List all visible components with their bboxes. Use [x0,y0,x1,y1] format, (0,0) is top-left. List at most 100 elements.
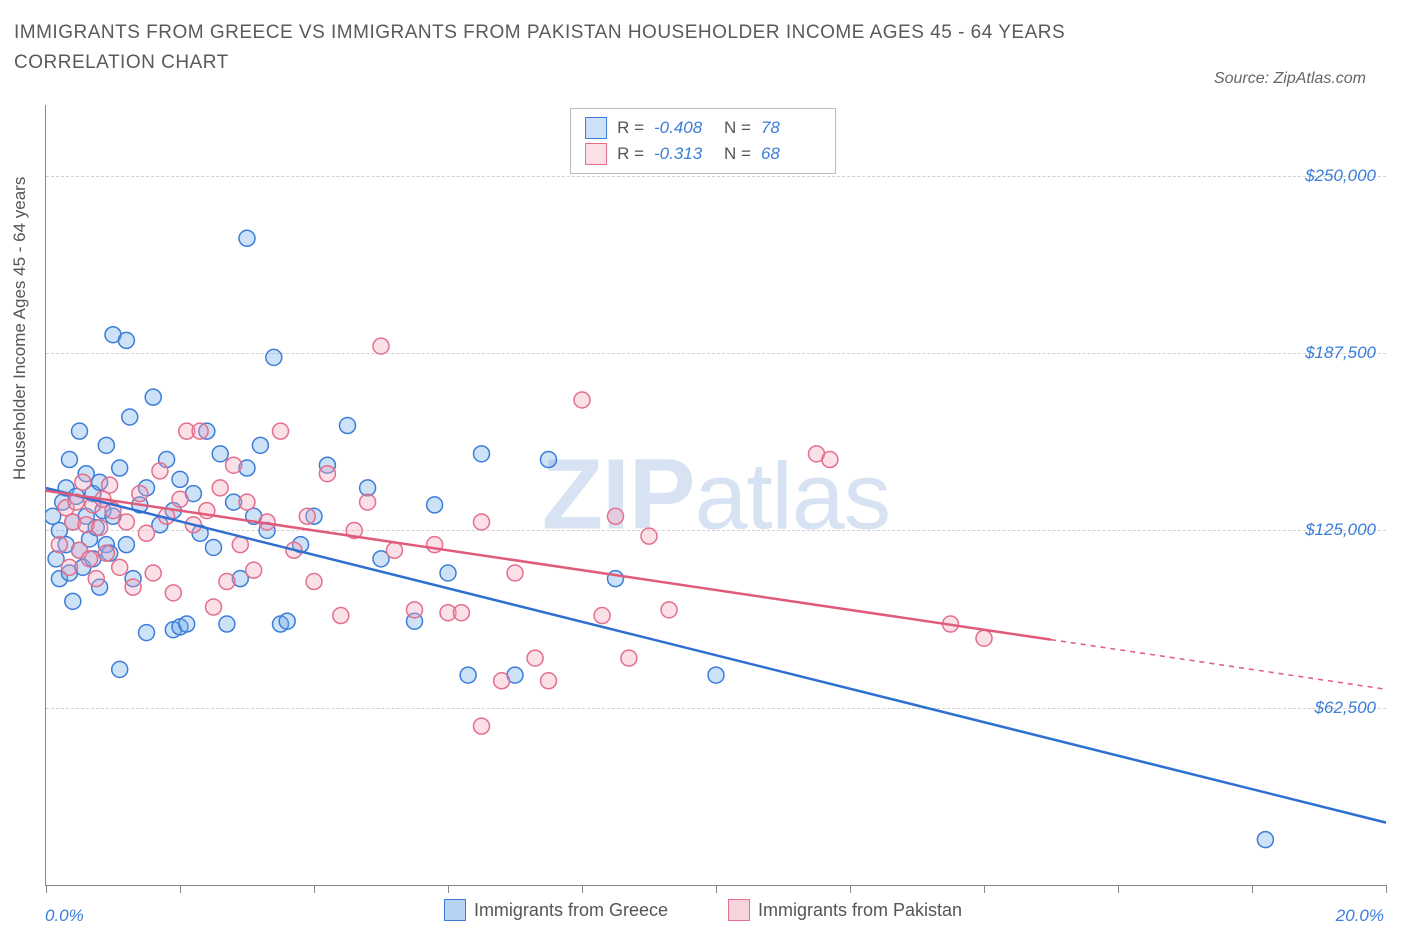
data-point [82,551,98,567]
data-point [246,562,262,578]
legend-label: Immigrants from Greece [474,900,668,921]
data-point [112,661,128,677]
data-point [98,545,114,561]
legend-label: Immigrants from Pakistan [758,900,962,921]
x-tick [1252,885,1253,893]
n-value: 68 [761,144,821,164]
data-point [122,409,138,425]
data-point [306,574,322,590]
data-point [61,452,77,468]
data-point [125,579,141,595]
data-point [319,466,335,482]
data-point [340,418,356,434]
r-label: R = [617,144,644,164]
source-attribution: Source: ZipAtlas.com [1214,70,1366,88]
data-point [273,423,289,439]
data-point [474,446,490,462]
data-point [1257,832,1273,848]
data-point [139,625,155,641]
data-point [192,423,208,439]
data-point [661,602,677,618]
data-point [212,446,228,462]
data-point [65,593,81,609]
data-point [266,349,282,365]
legend-stat-row: R = -0.408 N = 78 [585,115,821,141]
data-point [373,338,389,354]
data-point [239,230,255,246]
data-point [386,542,402,558]
data-point [172,471,188,487]
r-label: R = [617,118,644,138]
data-point [92,520,108,536]
data-point [88,571,104,587]
data-point [594,608,610,624]
legend-swatch [444,899,466,921]
data-point [474,718,490,734]
x-tick [1386,885,1387,893]
legend-stats-box: R = -0.408 N = 78 R = -0.313 N = 68 [570,108,836,174]
x-tick [716,885,717,893]
data-point [212,480,228,496]
data-point [206,539,222,555]
data-point [98,437,114,453]
data-point [541,452,557,468]
data-point [252,437,268,453]
data-point [179,616,195,632]
data-point [541,673,557,689]
data-point [239,494,255,510]
data-point [112,460,128,476]
chart-title: IMMIGRANTS FROM GREECE VS IMMIGRANTS FRO… [14,18,1206,79]
data-point [507,565,523,581]
data-point [226,457,242,473]
data-point [474,514,490,530]
data-point [145,565,161,581]
data-point [102,477,118,493]
n-label: N = [724,118,751,138]
r-value: -0.313 [654,144,714,164]
legend-item: Immigrants from Pakistan [728,899,962,921]
n-label: N = [724,144,751,164]
data-point [51,537,67,553]
data-point [440,565,456,581]
r-value: -0.408 [654,118,714,138]
data-point [206,599,222,615]
data-point [708,667,724,683]
legend-swatch [585,117,607,139]
legend-swatch [728,899,750,921]
data-point [621,650,637,666]
legend-bottom: Immigrants from Greece Immigrants from Pa… [0,899,1406,926]
data-point [219,574,235,590]
data-point [139,525,155,541]
data-point [145,389,161,405]
data-point [118,332,134,348]
data-point [574,392,590,408]
data-point [460,667,476,683]
legend-swatch [585,143,607,165]
data-point [299,508,315,524]
x-tick [984,885,985,893]
data-point [165,585,181,601]
data-point [453,605,469,621]
data-point [976,630,992,646]
trend-line [46,488,1386,823]
data-point [360,494,376,510]
n-value: 78 [761,118,821,138]
data-point [132,486,148,502]
data-point [333,608,349,624]
data-point [527,650,543,666]
legend-item: Immigrants from Greece [444,899,668,921]
x-tick [314,885,315,893]
trend-line [46,491,1051,640]
x-tick [180,885,181,893]
data-point [279,613,295,629]
y-axis-title: Householder Income Ages 45 - 64 years [10,177,30,480]
data-point [152,463,168,479]
trend-line-extrapolated [1051,640,1386,690]
x-tick [850,885,851,893]
x-tick [1118,885,1119,893]
data-point [822,452,838,468]
data-point [407,602,423,618]
x-tick [582,885,583,893]
chart-plot-area: ZIPatlas $62,500$125,000$187,500$250,000 [45,105,1386,886]
data-point [118,537,134,553]
